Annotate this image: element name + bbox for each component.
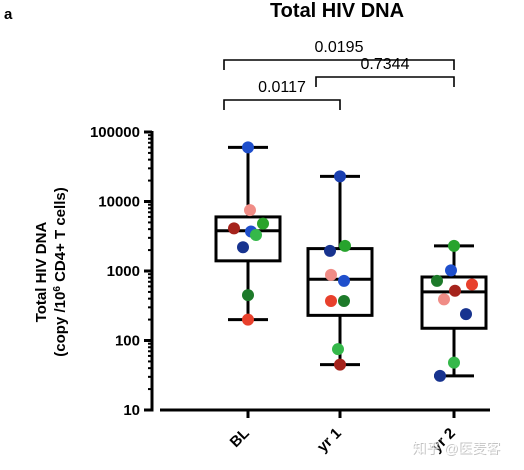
data-points [228,141,478,382]
data-point [448,239,460,252]
data-point [334,170,346,183]
comparison-bracket: 0.0195 [223,39,455,70]
data-point [324,244,336,257]
x-tick-label: BL [227,425,253,451]
data-point [338,274,350,287]
data-point [242,141,254,154]
data-point [466,278,478,291]
data-point [250,228,262,241]
data-point [434,369,446,382]
data-point [257,217,269,230]
y-axis-label: Total HIV DNA (copy /106 CD4+ T cells) [33,187,69,356]
data-point [431,274,443,287]
data-point [448,356,460,369]
bracket-line [223,99,341,110]
data-point [438,293,450,306]
watermark: 知乎 @医麦客 [412,440,500,456]
data-point [332,343,344,356]
y-axis-label-line2: (copy /106 CD4+ T cells) [52,187,70,356]
data-point [228,222,240,235]
x-tick-label: yr 1 [314,425,345,456]
bracket-line [315,76,455,87]
comparison-bracket: 0.0117 [223,79,341,110]
data-point [460,308,472,321]
bracket-line [223,59,455,70]
comparison-bracket: 0.7344 [315,56,455,87]
p-value-label: 0.0195 [315,39,364,56]
data-point [325,268,337,281]
box-iqr [214,215,282,263]
data-point [334,358,346,371]
box-iqr [420,275,488,330]
y-axis-label-line2-sup: 6 [52,286,63,292]
y-axis-label-line1: Total HIV DNA [33,222,50,323]
panel-label: a [4,6,13,23]
y-tick-label: 100000 [90,124,140,141]
data-point [242,289,254,302]
data-point [242,313,254,326]
y-tick-label: 1000 [107,263,140,280]
p-value-label: 0.0117 [258,79,306,96]
box-1 [306,174,374,367]
data-point [338,295,350,308]
y-axis-label-line2-suffix: CD4+ T cells) [52,187,69,286]
y-tick-label: 10000 [98,194,140,211]
watermark-shadow: 知乎 @医麦客 [413,441,501,457]
y-tick-label: 10 [123,402,140,419]
p-value-label: 0.7344 [361,56,410,73]
data-point [244,204,256,217]
y-tick-label: 100 [115,333,140,350]
data-point [339,239,351,252]
data-point [449,284,461,297]
data-point [445,264,457,277]
data-point [237,241,249,254]
y-axis-label-line2-prefix: (copy /10 [52,292,69,357]
boxes [214,145,488,378]
chart-title: Total HIV DNA [270,0,404,22]
data-point [325,295,337,308]
